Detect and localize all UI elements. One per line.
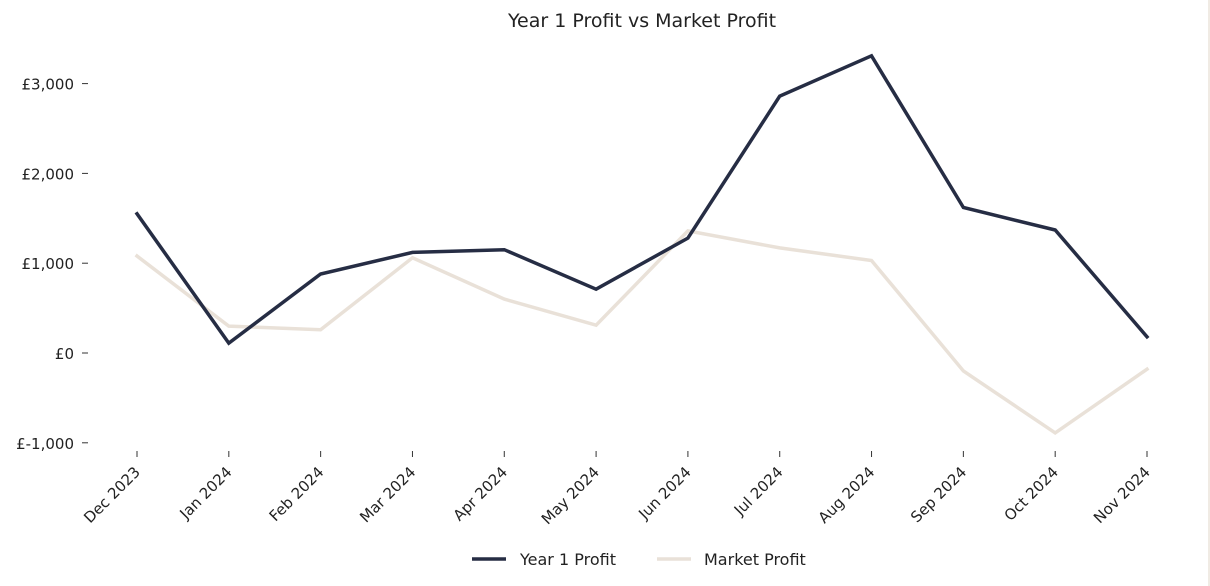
y-tick-label: £1,000 — [22, 255, 75, 273]
x-axis: Dec 2023 Jan 2024 Feb 2024 Mar 2024 Apr 2024… — [80, 451, 1154, 528]
x-tick-label: Jun 2024 — [634, 463, 694, 523]
x-tick-label: Aug 2024 — [815, 463, 879, 527]
y-tick-label: £3,000 — [22, 76, 75, 94]
x-tick-label: Jul 2024 — [730, 463, 787, 520]
series-lines — [134, 53, 1150, 436]
y-tick-label: £-1,000 — [16, 435, 74, 453]
x-tick-label: Sep 2024 — [907, 463, 970, 526]
x-tick-label: Feb 2024 — [266, 463, 328, 525]
x-tick-label: Oct 2024 — [1001, 463, 1062, 524]
y-tick-label: £0 — [55, 345, 74, 363]
legend-label: Market Profit — [704, 550, 806, 569]
x-tick-label: Apr 2024 — [450, 463, 511, 524]
legend: Year 1 Profit Market Profit — [472, 550, 806, 569]
right-edge-strip — [1208, 0, 1210, 586]
legend-label: Year 1 Profit — [519, 550, 616, 569]
y-tick-label: £2,000 — [22, 165, 75, 183]
chart-title: Year 1 Profit vs Market Profit — [507, 10, 776, 32]
x-tick-label: Mar 2024 — [356, 463, 419, 526]
x-tick-label: Nov 2024 — [1090, 463, 1154, 527]
series-line-year-1-profit — [134, 53, 1150, 346]
series-line-market-profit — [134, 229, 1150, 436]
x-tick-label: May 2024 — [538, 463, 603, 528]
y-axis: £-1,000 £0 £1,000 £2,000 £3,000 — [16, 76, 88, 453]
x-tick-label: Jan 2024 — [175, 463, 235, 523]
x-tick-label: Dec 2023 — [80, 463, 144, 527]
